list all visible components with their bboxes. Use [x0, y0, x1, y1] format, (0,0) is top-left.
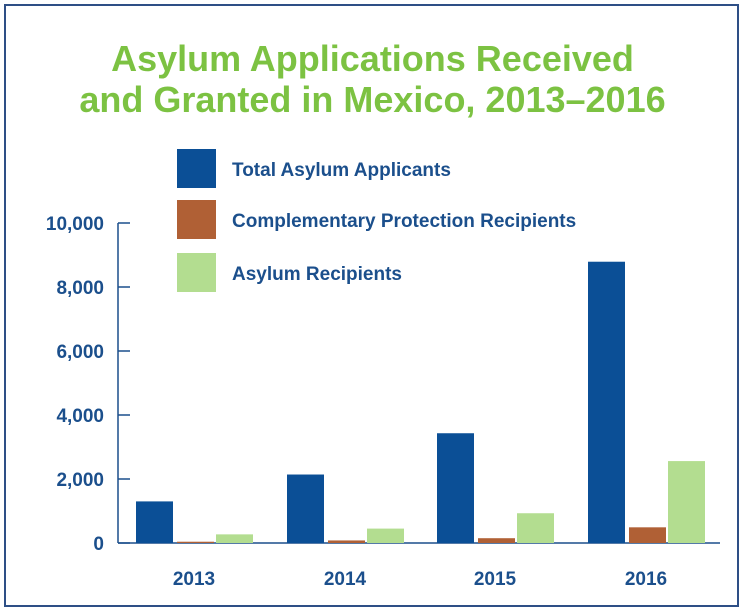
bar-2013-series-2	[177, 541, 214, 543]
bar-2015-series-3	[517, 513, 554, 543]
legend-label: Asylum Recipients	[232, 264, 402, 285]
bar-2016-series-3	[668, 461, 705, 543]
bar-2016-series-2	[629, 527, 666, 543]
legend-swatch	[177, 200, 216, 239]
legend-swatch	[177, 253, 216, 292]
bar-2015-series-1	[437, 433, 474, 543]
legend: Total Asylum Applicants Complementary Pro…	[177, 149, 576, 292]
x-tick-label: 2015	[474, 569, 517, 590]
y-tick-label: 4,000	[56, 406, 104, 427]
x-axis-labels: 2013 2014 2015 2016	[173, 569, 667, 590]
legend-swatch	[177, 149, 216, 188]
y-tick-label: 0	[93, 534, 104, 555]
y-tick-label: 6,000	[56, 342, 104, 363]
chart-title-line-1: Asylum Applications Received	[111, 38, 634, 79]
y-axis: 0 2,000 4,000 6,000 8,000 10,000	[46, 214, 720, 555]
chart-title: Asylum Applications Received and Granted…	[0, 38, 745, 120]
bar-2014-series-2	[328, 540, 365, 543]
y-tick-label: 8,000	[56, 278, 104, 299]
legend-label: Complementary Protection Recipients	[232, 211, 576, 232]
x-tick-label: 2014	[324, 569, 367, 590]
bar-2013-series-3	[216, 534, 253, 543]
x-tick-label: 2016	[625, 569, 667, 590]
bar-2014-series-1	[287, 474, 324, 543]
bars	[136, 261, 705, 543]
bar-2013-series-1	[136, 501, 173, 543]
bar-2014-series-3	[367, 528, 404, 543]
chart-title-line-2: and Granted in Mexico, 2013–2016	[79, 79, 666, 120]
y-tick-label: 10,000	[46, 214, 104, 235]
bar-2015-series-2	[478, 538, 515, 543]
bar-2016-series-1	[588, 261, 625, 543]
x-tick-label: 2013	[173, 569, 215, 590]
legend-label: Total Asylum Applicants	[232, 160, 451, 181]
y-tick-label: 2,000	[56, 470, 104, 491]
